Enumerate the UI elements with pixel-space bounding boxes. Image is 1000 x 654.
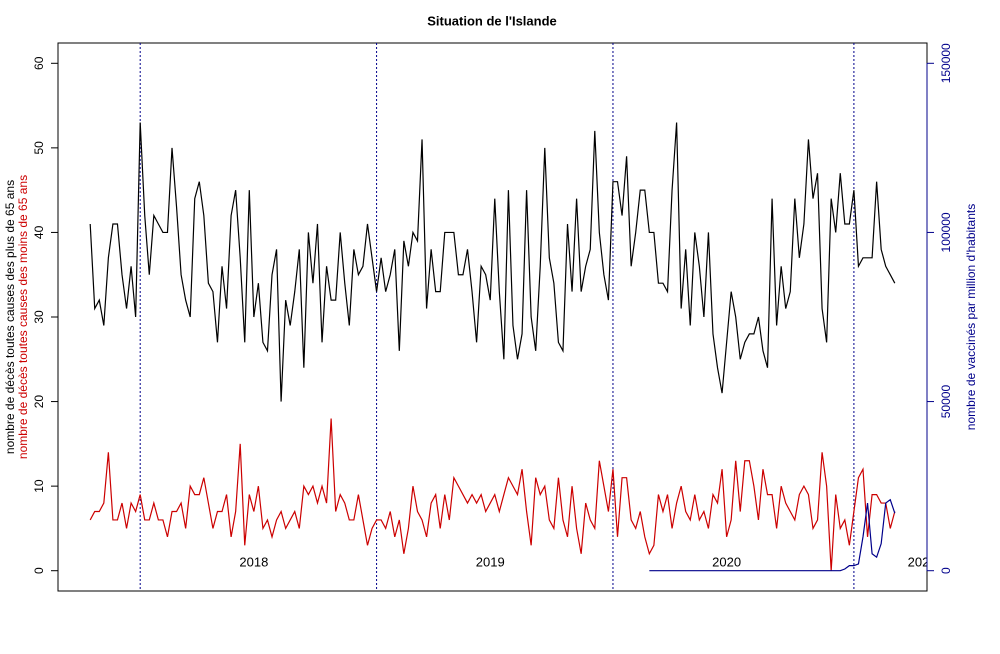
year-label: 2019 bbox=[476, 554, 505, 569]
y-tick-label: 60 bbox=[32, 56, 46, 70]
year-label: 2021 bbox=[908, 554, 937, 569]
y-tick-label: 50 bbox=[32, 141, 46, 155]
series-line bbox=[89, 122, 896, 402]
year-label: 2020 bbox=[712, 554, 741, 569]
plot-area: 2018 2019 2020 2021 bbox=[89, 43, 937, 591]
y-tick-label: 20 bbox=[32, 395, 46, 409]
y-tick-label: 0 bbox=[32, 567, 46, 574]
y-axis-label: nombre de décès toutes causes des moins … bbox=[16, 175, 30, 459]
y-tick-label: 40 bbox=[32, 225, 46, 239]
y2-tick-label: 0 bbox=[939, 567, 953, 574]
series-line bbox=[89, 418, 896, 571]
y2-tick-label: 100000 bbox=[939, 212, 953, 252]
y-axis-label: nombre de décès toutes causes des plus d… bbox=[3, 180, 17, 454]
y2-axis-label: nombre de vaccinés par million d'habitan… bbox=[964, 204, 978, 430]
y-tick-label: 30 bbox=[32, 310, 46, 324]
series-line bbox=[649, 498, 896, 572]
y2-tick-label: 150000 bbox=[939, 43, 953, 83]
chart-title: Situation de l'Islande bbox=[427, 13, 557, 28]
year-label: 2018 bbox=[239, 554, 268, 569]
y2-tick-label: 50000 bbox=[939, 385, 953, 419]
y-tick-label: 10 bbox=[32, 479, 46, 493]
